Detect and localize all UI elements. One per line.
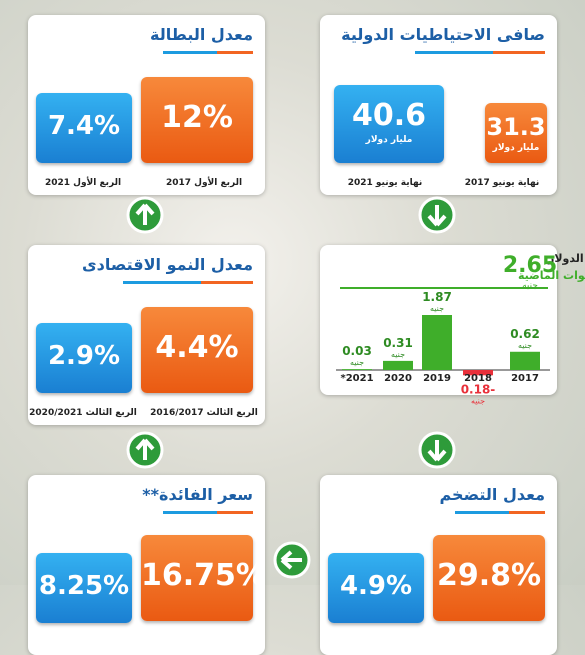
panel-title: صافى الاحتياطيات الدولية [341,25,545,44]
bar [510,351,540,370]
x-tick-label: 2017 [511,373,539,384]
underline [415,51,545,54]
underline [123,281,253,284]
unit: مليار دولار [365,135,413,145]
value-unit: جنيه [518,341,532,350]
panel-title: سعر الفائدة** [142,485,253,504]
page: {"panels": [ {"title": "صافى الاحتياطيات… [0,0,585,623]
chart-subtitle: خلال السنوات الماضية [518,269,585,282]
value-label: 1.87 [422,290,452,304]
arrow-glyph [135,203,155,225]
value-box: 31.3 مليار دولار [485,103,547,163]
value-box: 7.4% [36,93,132,163]
value: 2.9% [47,341,121,371]
value-label: 0.62 [510,327,540,341]
label: الربع الثالث 2020/2021 [29,408,137,418]
total: 2.65 [503,253,557,278]
value-box: 40.6 مليار دولار [334,85,444,163]
value-unit: جنيه [350,358,364,367]
bar [342,369,372,370]
arrows [126,196,456,579]
arrow-glyph [427,440,447,462]
x-tick-label: *2021 [340,373,373,384]
bar [463,370,493,376]
value-label: 0.31 [383,336,413,350]
unit: مليار دولار [492,143,540,153]
label: الربع الأول 2021 [44,178,122,188]
underline [163,51,253,54]
underline [455,511,545,514]
underline [163,511,253,514]
value: 31.3 [486,113,546,141]
value-unit: جنيه [391,350,405,359]
value: 7.4% [47,111,121,141]
value-label: 0.18- [461,382,496,396]
card: صافى الاحتياطيات الدولية 31.3 مليار دولار… [320,15,557,195]
label: الربع الثالث 2016/2017 [150,408,258,418]
value-unit: جنيه [471,396,485,405]
value: 4.4% [155,330,239,365]
x-tick-label: 2018 [464,373,492,384]
arrow-glyph [427,205,447,227]
chart-title: إجمالى مكاسب الجنيه أمام الدولار [547,251,585,265]
panel-title: معدل النمو الاقتصادى [81,255,253,274]
total-unit: جنيه [522,281,538,291]
x-tick-label: 2019 [423,373,451,384]
bar [383,360,413,370]
panel-title: معدل البطالة [150,25,253,44]
overlay: إجمالى مكاسب الجنيه أمام الدولار خلال ال… [126,196,585,579]
arrow-glyph [135,438,155,460]
x-tick-label: 2020 [384,373,412,384]
value-unit: جنيه [430,304,444,313]
value-box: 12% [141,77,253,163]
arrow-glyph [280,550,302,570]
value: 12% [161,100,233,135]
value: 40.6 [351,98,427,133]
card: معدل البطالة 12% 7.4% الربع الأول 2017 ا… [28,15,265,195]
card: معدل النمو الاقتصادى 4.4% 2.9% الربع الث… [28,245,265,425]
value-label: 0.03 [342,344,372,358]
value-box: 2.9% [36,323,132,393]
label: الربع الأول 2017 [165,178,243,188]
label: نهاية يونيو 2021 [347,178,423,188]
label: نهاية يونيو 2017 [464,178,540,188]
panel-title: معدل التضخم [439,485,546,504]
value-box: 4.4% [141,307,253,393]
bar [422,315,452,370]
